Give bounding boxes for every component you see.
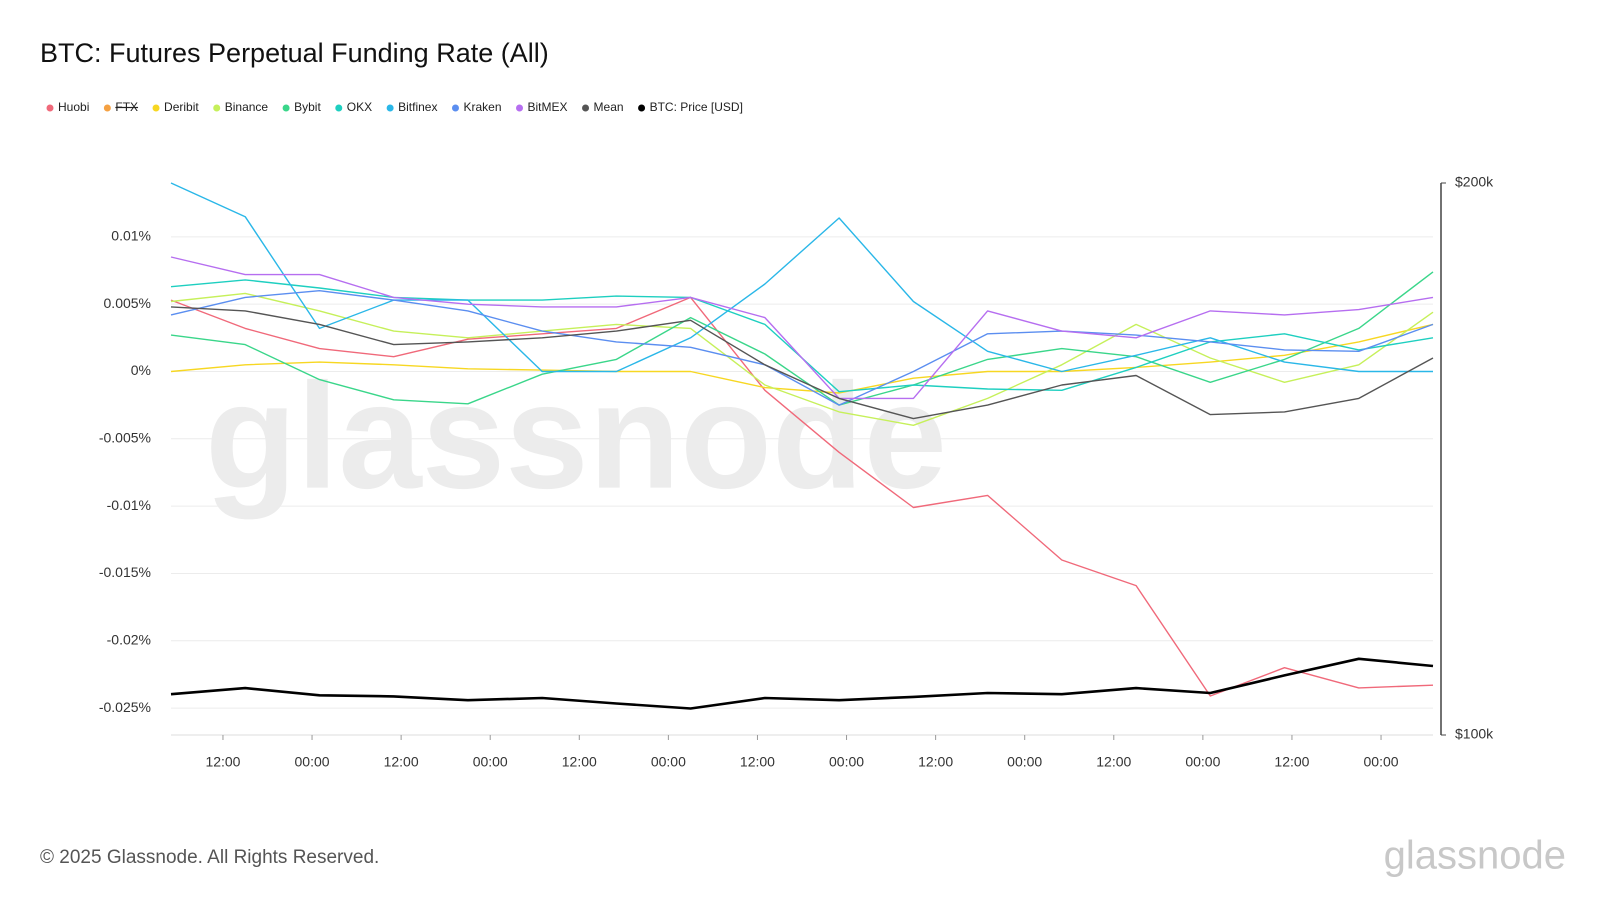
x-tick-label: 00:00 — [651, 754, 686, 770]
x-tick-label: 00:00 — [1364, 754, 1399, 770]
series-line — [170, 271, 1434, 406]
logo: glassnode — [1384, 834, 1566, 878]
legend-label: BTC: Price [USD] — [650, 100, 743, 114]
y-tick-label: 0.005% — [104, 295, 151, 311]
chart-title: BTC: Futures Perpetual Funding Rate (All… — [40, 38, 549, 68]
legend-swatch — [282, 104, 290, 112]
legend-label: OKX — [347, 100, 372, 114]
series-line — [170, 182, 1433, 373]
y-tick-label: 0.01% — [111, 228, 151, 244]
x-tick-label: 12:00 — [205, 754, 240, 770]
x-tick-label: 00:00 — [295, 754, 330, 770]
legend-swatch — [638, 104, 646, 112]
x-tick-label: 12:00 — [740, 754, 775, 770]
y-tick-label: -0.005% — [99, 430, 151, 446]
legend-swatch — [46, 104, 54, 112]
legend: Huobi FTX Deribit Binance Bybit OKX Bitfinex Kr… — [46, 100, 743, 114]
x-tick-label: 00:00 — [829, 754, 864, 770]
y-tick-label: -0.01% — [107, 497, 151, 513]
series-line — [170, 657, 1434, 710]
legend-swatch — [386, 104, 394, 112]
x-tick-label: 00:00 — [1007, 754, 1042, 770]
legend-swatch — [103, 104, 111, 112]
x-tick-label: 12:00 — [562, 754, 597, 770]
legend-swatch — [335, 104, 343, 112]
x-tick-label: 00:00 — [1185, 754, 1220, 770]
legend-label: BitMEX — [528, 100, 568, 114]
legend-label: FTX — [115, 100, 138, 114]
legend-label: Huobi — [58, 100, 89, 114]
y2-tick-label: $200k — [1455, 174, 1494, 190]
legend-label: Binance — [225, 100, 269, 114]
x-tick-label: 12:00 — [1274, 754, 1309, 770]
legend-label: Kraken — [463, 100, 501, 114]
series-line — [170, 306, 1434, 420]
series-line — [170, 323, 1434, 394]
x-tick-label: 00:00 — [473, 754, 508, 770]
y-tick-label: -0.015% — [99, 564, 151, 580]
legend-label: Bitfinex — [398, 100, 437, 114]
legend-swatch — [516, 104, 524, 112]
x-tick-label: 12:00 — [384, 754, 419, 770]
series-line — [170, 290, 1434, 406]
x-tick-label: 12:00 — [1096, 754, 1131, 770]
y-tick-label: -0.025% — [99, 699, 151, 715]
legend-swatch — [451, 104, 459, 112]
legend-label: Bybit — [294, 100, 321, 114]
legend-swatch — [582, 104, 590, 112]
series-line — [170, 292, 1434, 426]
y-tick-label: -0.02% — [107, 631, 151, 647]
y2-tick-label: $100k — [1455, 726, 1494, 742]
series-line — [170, 256, 1434, 400]
legend-swatch — [152, 104, 160, 112]
watermark: glassnode — [205, 352, 947, 520]
y-tick-label: 0% — [131, 362, 151, 378]
legend-label: Deribit — [164, 100, 199, 114]
x-tick-label: 12:00 — [918, 754, 953, 770]
footer: © 2025 Glassnode. All Rights Reserved. — [40, 847, 379, 868]
legend-swatch — [213, 104, 221, 112]
legend-label: Mean — [594, 100, 624, 114]
